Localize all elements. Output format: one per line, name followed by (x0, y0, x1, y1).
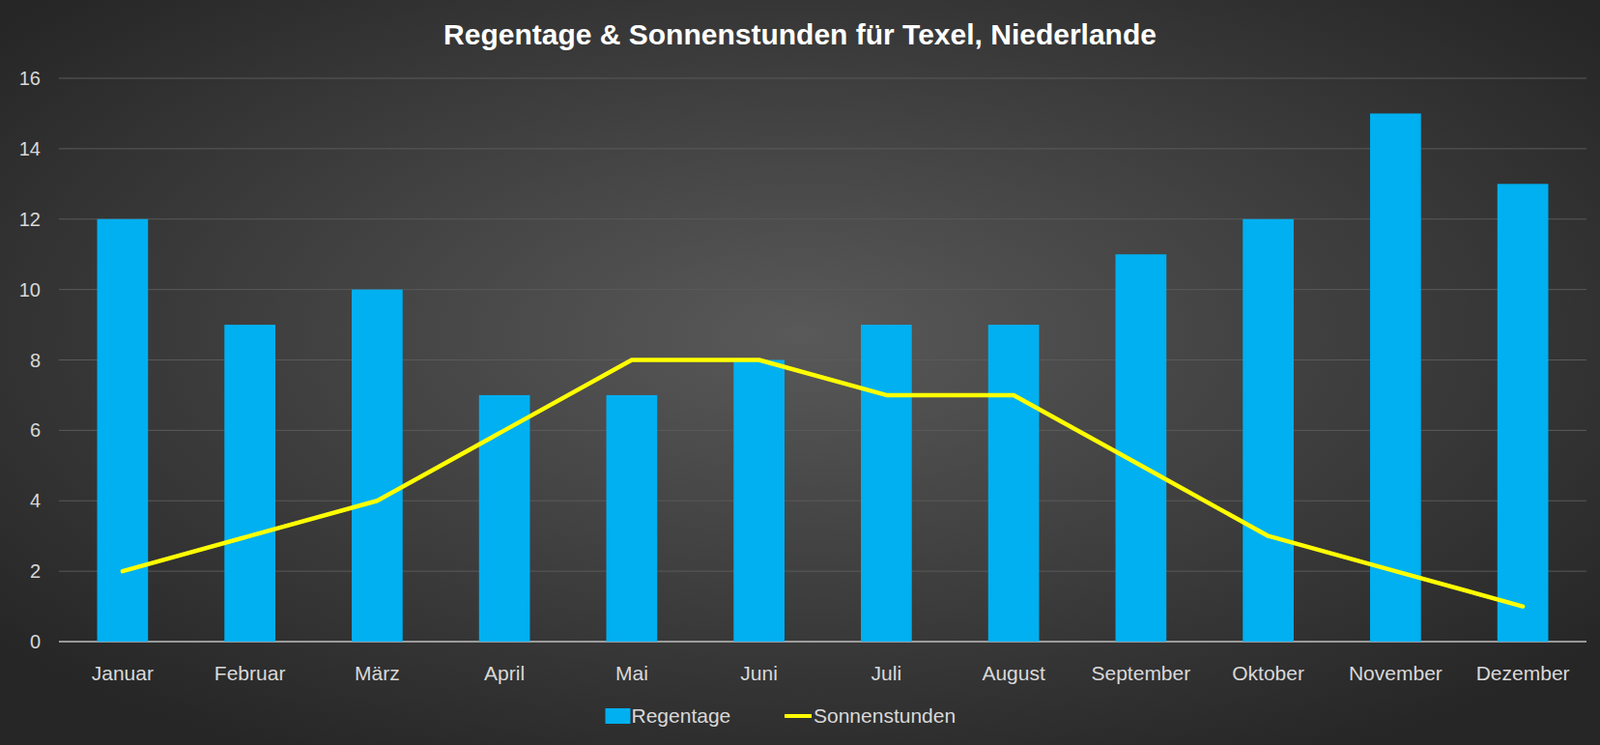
y-tick-label: 12 (19, 208, 41, 230)
grid-line (58, 288, 1587, 290)
grid-line (58, 147, 1587, 149)
legend-label: Sonnenstunden (813, 704, 956, 727)
plot-area (97, 113, 1549, 642)
line (122, 360, 1523, 607)
y-tick-label: 14 (19, 138, 41, 160)
bar (97, 219, 149, 642)
bar (224, 324, 276, 642)
x-tick-label: Januar (91, 661, 154, 685)
y-tick-label: 6 (29, 419, 41, 441)
x-tick-label: Mai (615, 661, 649, 685)
x-tick-label: Dezember (1476, 661, 1571, 685)
bar (860, 324, 913, 642)
x-tick-label: Juni (740, 661, 778, 685)
x-tick-label: November (1348, 661, 1443, 685)
legend-swatch (605, 708, 631, 724)
legend-item: Regentage (605, 704, 732, 727)
grid-line (58, 571, 1587, 572)
grid-line (58, 218, 1587, 220)
y-tick-label: 0 (29, 630, 41, 653)
x-tick-label: September (1091, 661, 1192, 685)
grid-line (58, 78, 1587, 80)
legend-swatch (784, 714, 812, 718)
bar (988, 324, 1040, 642)
y-tick-label: 16 (19, 67, 41, 89)
x-axis (58, 641, 1587, 643)
x-tick-label: Februar (214, 661, 286, 685)
grid-line (58, 500, 1587, 502)
x-tick-label: März (354, 661, 400, 685)
x-tick-label: Oktober (1231, 661, 1305, 685)
bar (1497, 183, 1549, 642)
bar (733, 360, 785, 643)
title: Regentage & Sonnenstunden für Texel, Nie… (443, 18, 1157, 51)
bar (351, 289, 403, 642)
x-tick-label: August (981, 661, 1046, 685)
x-tick-label: Juli (871, 661, 903, 685)
bar (1370, 113, 1422, 642)
bar (1115, 254, 1168, 642)
legend-label: Regentage (631, 704, 732, 727)
grid-line (58, 641, 1587, 643)
y-tick-label: 2 (29, 560, 41, 582)
y-tick-label: 10 (19, 279, 41, 301)
legend-item: Sonnenstunden (784, 704, 956, 727)
bar (606, 395, 658, 642)
y-tick-label: 4 (29, 489, 41, 512)
x-tick-label: April (484, 661, 525, 685)
chart: Regentage & Sonnenstunden für Texel, Nie… (0, 0, 1600, 745)
bar (1242, 219, 1294, 642)
y-tick-label: 8 (29, 349, 41, 372)
background (0, 0, 1600, 745)
grid-line (58, 429, 1587, 431)
grid-line (58, 359, 1587, 361)
